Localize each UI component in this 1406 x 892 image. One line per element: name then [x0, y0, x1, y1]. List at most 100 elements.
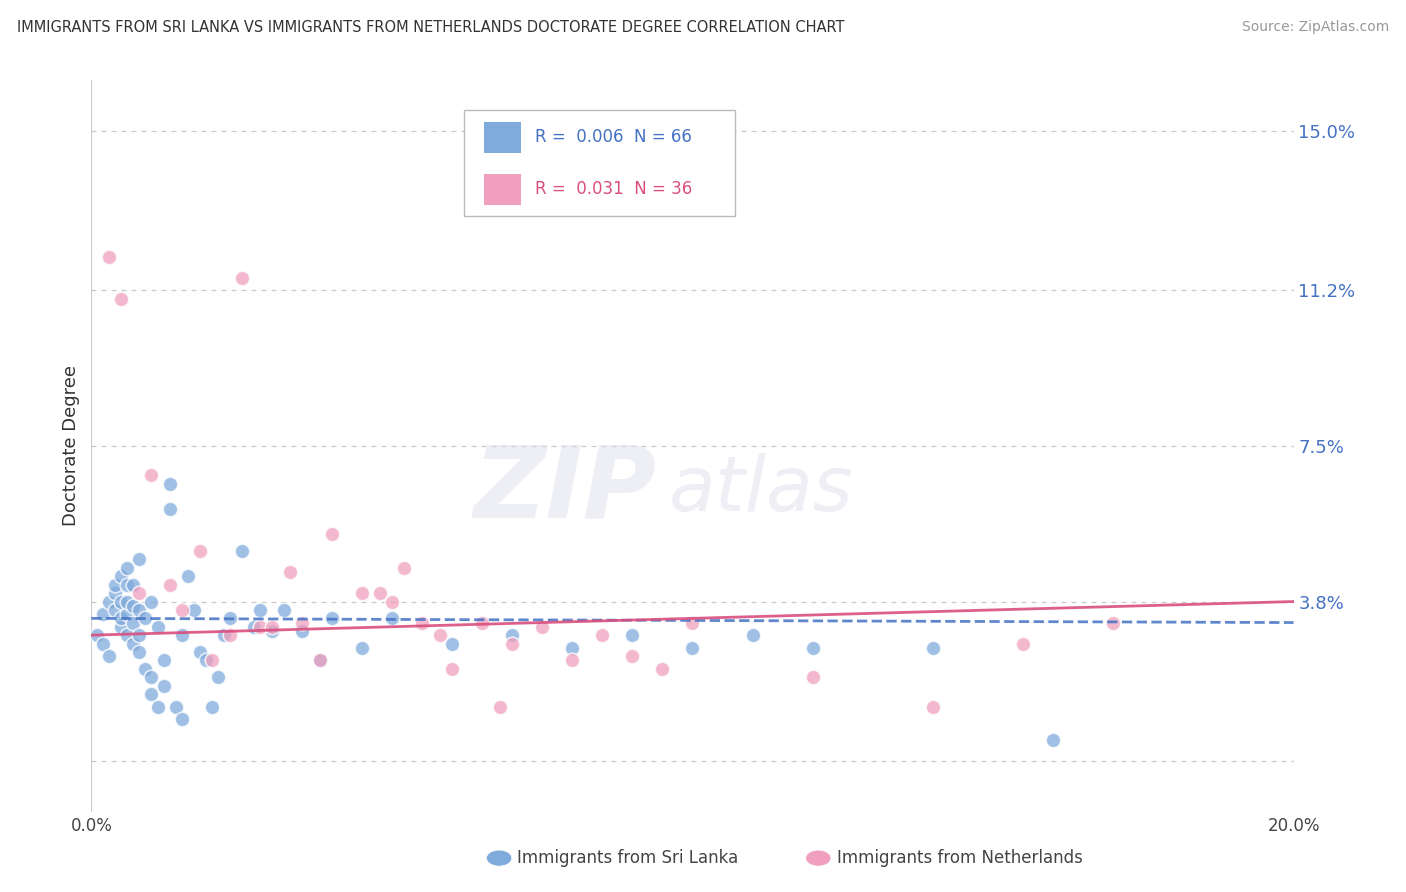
Point	[350, 586, 373, 600]
Point	[146, 620, 169, 634]
Point	[134, 662, 156, 676]
Point	[381, 611, 404, 625]
Point	[117, 594, 139, 608]
Point	[651, 662, 673, 676]
Point	[141, 670, 163, 684]
Point	[122, 636, 145, 650]
Point	[110, 292, 132, 306]
Point	[440, 636, 463, 650]
Point	[141, 468, 163, 483]
Point	[411, 615, 433, 630]
FancyBboxPatch shape	[464, 110, 734, 216]
Point	[291, 615, 314, 630]
Text: atlas: atlas	[668, 453, 853, 527]
Point	[170, 603, 193, 617]
Point	[98, 594, 121, 608]
Point	[260, 620, 283, 634]
Point	[152, 653, 174, 667]
Text: R =  0.006  N = 66: R = 0.006 N = 66	[534, 128, 692, 146]
Point	[471, 615, 494, 630]
Point	[141, 687, 163, 701]
Point	[278, 565, 301, 579]
Point	[308, 653, 330, 667]
Text: R =  0.031  N = 36: R = 0.031 N = 36	[534, 180, 692, 198]
Point	[561, 640, 583, 655]
Point	[308, 653, 330, 667]
Point	[176, 569, 198, 583]
Y-axis label: Doctorate Degree: Doctorate Degree	[62, 366, 80, 526]
Point	[681, 640, 703, 655]
Point	[231, 544, 253, 558]
Point	[117, 628, 139, 642]
Point	[110, 611, 132, 625]
Point	[159, 578, 181, 592]
Point	[93, 636, 115, 650]
Point	[681, 615, 703, 630]
Point	[621, 628, 644, 642]
Point	[170, 628, 193, 642]
Point	[621, 649, 644, 664]
Point	[188, 544, 211, 558]
Point	[104, 578, 127, 592]
Point	[561, 653, 583, 667]
Point	[381, 594, 404, 608]
Point	[1102, 615, 1125, 630]
Point	[117, 578, 139, 592]
Point	[183, 603, 205, 617]
Point	[134, 611, 156, 625]
Point	[489, 699, 512, 714]
Point	[128, 552, 150, 566]
Point	[93, 607, 115, 622]
Point	[98, 250, 121, 264]
Point	[273, 603, 295, 617]
Point	[1012, 636, 1035, 650]
Point	[501, 636, 523, 650]
Point	[122, 599, 145, 613]
Point	[117, 607, 139, 622]
Point	[170, 712, 193, 726]
Point	[922, 699, 945, 714]
Point	[249, 603, 271, 617]
Point	[350, 640, 373, 655]
Point	[159, 476, 181, 491]
Point	[321, 527, 343, 541]
Point	[321, 611, 343, 625]
Text: Source: ZipAtlas.com: Source: ZipAtlas.com	[1241, 20, 1389, 34]
Point	[741, 628, 763, 642]
Point	[212, 628, 235, 642]
Point	[531, 620, 554, 634]
Point	[152, 679, 174, 693]
Point	[201, 699, 224, 714]
Point	[122, 578, 145, 592]
Point	[260, 624, 283, 638]
Text: IMMIGRANTS FROM SRI LANKA VS IMMIGRANTS FROM NETHERLANDS DOCTORATE DEGREE CORREL: IMMIGRANTS FROM SRI LANKA VS IMMIGRANTS …	[17, 20, 845, 35]
Point	[801, 640, 824, 655]
Point	[98, 649, 121, 664]
Point	[218, 628, 240, 642]
Point	[128, 586, 150, 600]
Point	[207, 670, 229, 684]
Bar	[485, 122, 520, 153]
Point	[368, 586, 391, 600]
Point	[392, 561, 415, 575]
Point	[201, 653, 224, 667]
Point	[117, 561, 139, 575]
Text: Immigrants from Sri Lanka: Immigrants from Sri Lanka	[517, 849, 738, 867]
Text: ZIP: ZIP	[474, 442, 657, 539]
Point	[591, 628, 613, 642]
Point	[141, 594, 163, 608]
Point	[110, 569, 132, 583]
Point	[110, 594, 132, 608]
Point	[146, 699, 169, 714]
Point	[128, 645, 150, 659]
Point	[122, 615, 145, 630]
Point	[159, 502, 181, 516]
Point	[291, 624, 314, 638]
Point	[440, 662, 463, 676]
Point	[242, 620, 264, 634]
Text: Immigrants from Netherlands: Immigrants from Netherlands	[837, 849, 1083, 867]
Point	[218, 611, 240, 625]
Bar	[485, 174, 520, 204]
Point	[231, 270, 253, 285]
Point	[128, 628, 150, 642]
